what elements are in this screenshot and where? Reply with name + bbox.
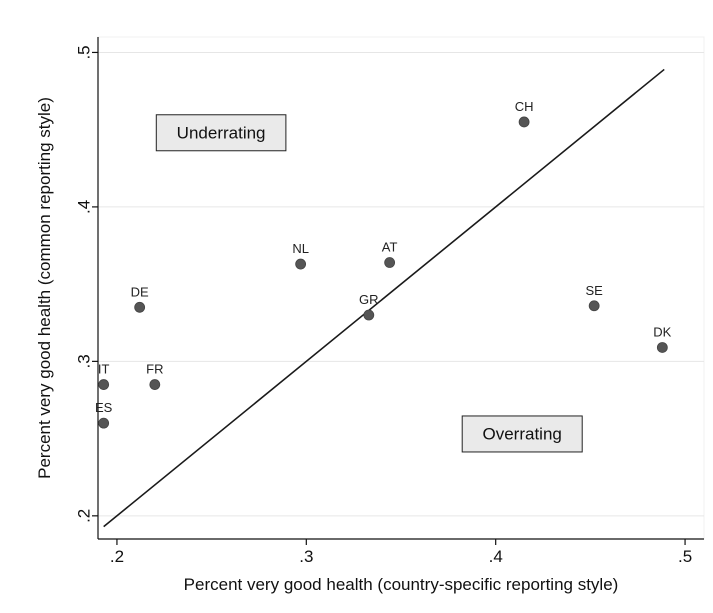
point-nl bbox=[295, 258, 307, 270]
point-label-gr: GR bbox=[359, 292, 379, 307]
point-label-nl: NL bbox=[292, 241, 309, 256]
x-tick-label-0: .2 bbox=[110, 547, 124, 566]
point-ch bbox=[518, 116, 530, 128]
point-se bbox=[588, 300, 600, 312]
y-tick-label-1: .3 bbox=[74, 354, 93, 368]
y-axis-title: Percent very good health (common reporti… bbox=[35, 97, 54, 479]
overrating-label: Overrating bbox=[483, 424, 562, 443]
point-label-se: SE bbox=[585, 283, 603, 298]
y-tick-label-2: .4 bbox=[74, 200, 93, 214]
x-axis-title: Percent very good health (country-specif… bbox=[184, 575, 619, 594]
axes bbox=[97, 37, 704, 540]
point-fr bbox=[149, 379, 161, 390]
point-es bbox=[98, 417, 110, 429]
point-de bbox=[134, 301, 146, 313]
point-gr bbox=[363, 309, 375, 321]
point-dk bbox=[656, 342, 668, 353]
point-label-de: DE bbox=[131, 284, 149, 299]
point-label-es: ES bbox=[95, 400, 113, 415]
x-tick-label-2: .4 bbox=[489, 547, 503, 566]
underrating-label: Underrating bbox=[177, 123, 266, 142]
point-label-at: AT bbox=[382, 240, 398, 255]
point-label-fr: FR bbox=[146, 362, 163, 377]
gridlines bbox=[98, 51, 704, 517]
x-tick-label-3: .5 bbox=[678, 547, 692, 566]
underrating-box bbox=[155, 114, 287, 152]
y-tick-label-0: .2 bbox=[74, 509, 93, 523]
reference-line bbox=[103, 68, 665, 528]
point-at bbox=[384, 257, 396, 268]
data-points: CH NL AT DE GR SE DK IT FR ES bbox=[95, 99, 672, 429]
y-tick-label-3: .5 bbox=[74, 45, 93, 59]
x-tick-label-1: .3 bbox=[299, 547, 313, 566]
point-it bbox=[98, 379, 110, 390]
point-label-it: IT bbox=[98, 362, 110, 377]
overrating-box bbox=[461, 415, 583, 453]
plot-area bbox=[97, 36, 705, 540]
point-label-ch: CH bbox=[515, 99, 534, 114]
tick-labels: .2 .3 .4 .5 .2 .3 .4 .5 bbox=[74, 45, 692, 566]
annotations: Underrating Overrating bbox=[155, 114, 583, 453]
point-label-dk: DK bbox=[653, 324, 671, 339]
